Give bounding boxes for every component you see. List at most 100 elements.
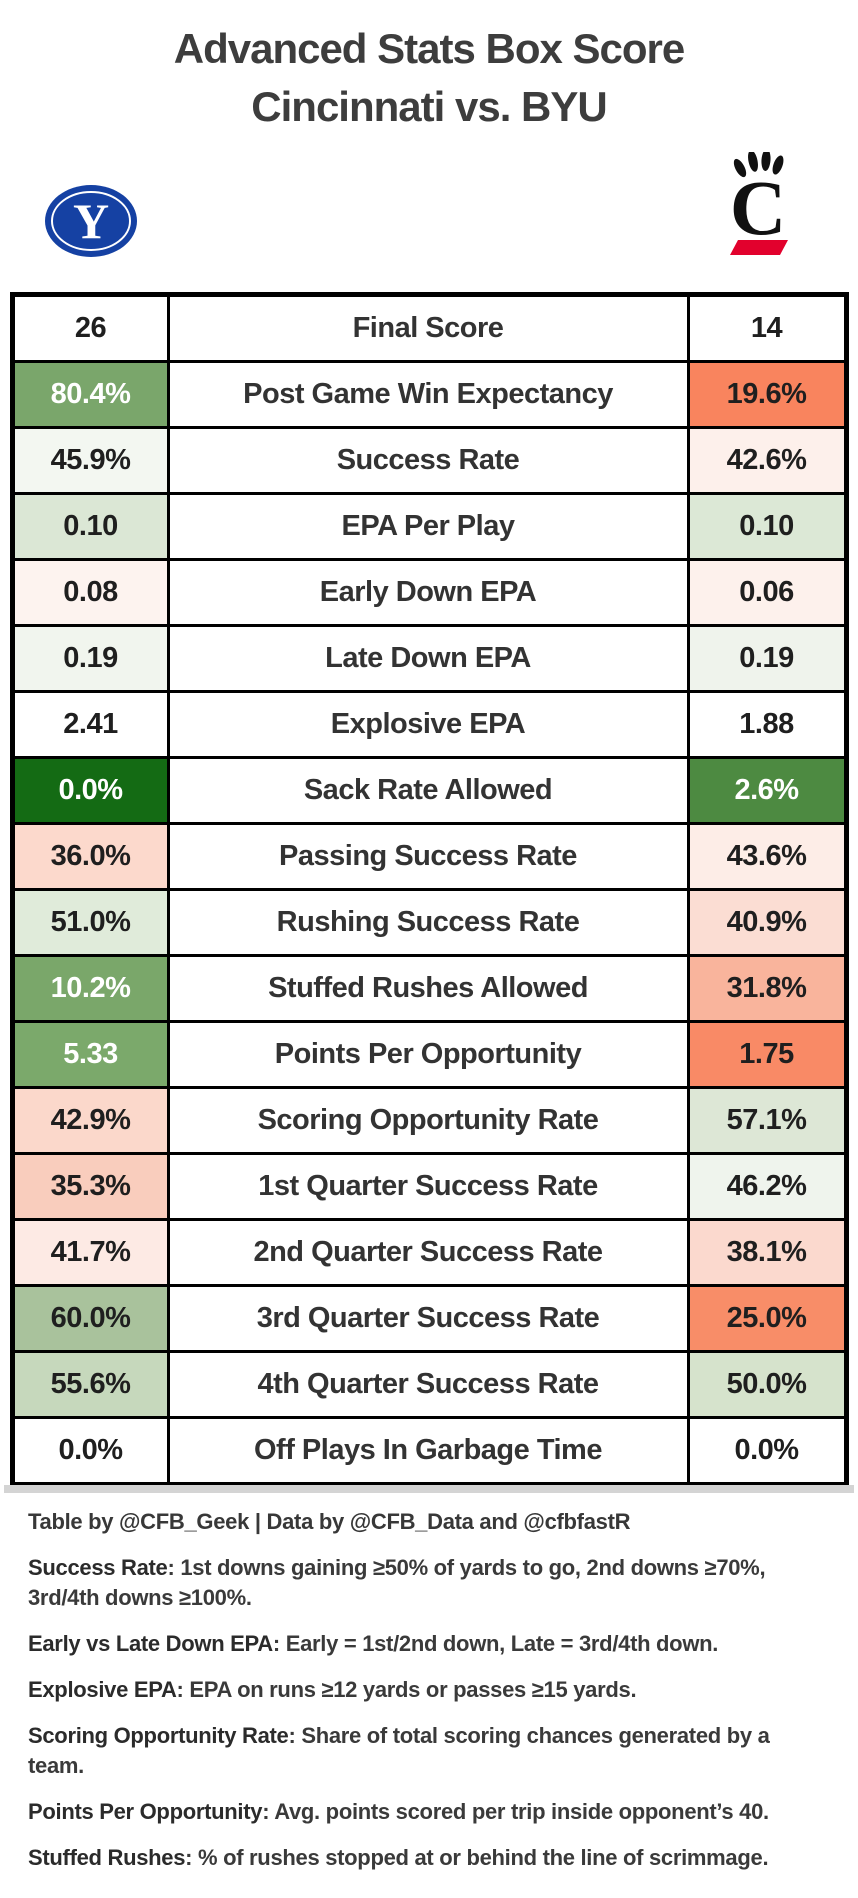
table-footer-divider — [4, 1485, 854, 1493]
byu-value-cell: 80.4% — [10, 360, 170, 429]
title-line-1: Advanced Stats Box Score — [173, 25, 686, 72]
table-row: 10.2% Stuffed Rushes Allowed 31.8% — [10, 954, 848, 1023]
table-row: 5.33 Points Per Opportunity 1.75 — [10, 1020, 848, 1089]
byu-value-cell: 0.0% — [10, 1416, 170, 1485]
stat-label-cell: 4th Quarter Success Rate — [166, 1350, 690, 1419]
footer: Table by @CFB_Geek | Data by @CFB_Data a… — [28, 1507, 828, 1873]
footnote-definition: : Share of total scoring chances generat… — [28, 1723, 770, 1778]
footnote-definition: : Early = 1st/2nd down, Late = 3rd/4th d… — [272, 1631, 719, 1656]
team-logos-row: Y C — [0, 152, 858, 280]
stat-label-cell: Scoring Opportunity Rate — [166, 1086, 690, 1155]
stat-label-cell: Success Rate — [166, 426, 690, 495]
footnotes: Success Rate: 1st downs gaining ≥50% of … — [28, 1553, 828, 1873]
table-row: 36.0% Passing Success Rate 43.6% — [10, 822, 848, 891]
stat-label-cell: 3rd Quarter Success Rate — [166, 1284, 690, 1353]
cincinnati-value-cell: 50.0% — [686, 1350, 848, 1419]
table-row: 0.08 Early Down EPA 0.06 — [10, 558, 848, 627]
footnote-term: Success Rate — [28, 1555, 168, 1580]
stat-label-cell: 1st Quarter Success Rate — [166, 1152, 690, 1221]
stat-label-cell: Post Game Win Expectancy — [166, 360, 690, 429]
credit-line: Table by @CFB_Geek | Data by @CFB_Data a… — [28, 1509, 631, 1534]
footnote-definition: : Avg. points scored per trip inside opp… — [262, 1799, 769, 1824]
table-row: 0.0% Sack Rate Allowed 2.6% — [10, 756, 848, 825]
table-row: 60.0% 3rd Quarter Success Rate 25.0% — [10, 1284, 848, 1353]
footnote: Explosive EPA: EPA on runs ≥12 yards or … — [28, 1675, 828, 1705]
cincinnati-value-cell: 0.19 — [686, 624, 848, 693]
table-row: 2.41 Explosive EPA 1.88 — [10, 690, 848, 759]
byu-value-cell: 35.3% — [10, 1152, 170, 1221]
cincinnati-value-cell: 57.1% — [686, 1086, 848, 1155]
stat-label-cell: Sack Rate Allowed — [166, 756, 690, 825]
byu-value-cell: 60.0% — [10, 1284, 170, 1353]
footnote: Early vs Late Down EPA: Early = 1st/2nd … — [28, 1629, 828, 1659]
footnote-term: Early vs Late Down EPA — [28, 1631, 273, 1656]
stat-label-cell: Points Per Opportunity — [166, 1020, 690, 1089]
table-row: 42.9% Scoring Opportunity Rate 57.1% — [10, 1086, 848, 1155]
cincinnati-value-cell: 2.6% — [686, 756, 848, 825]
stat-label-cell: Late Down EPA — [166, 624, 690, 693]
byu-value-cell: 45.9% — [10, 426, 170, 495]
title-line-2: Cincinnati vs. BYU — [251, 83, 607, 130]
stat-label-cell: Stuffed Rushes Allowed — [166, 954, 690, 1023]
stat-label-cell: Off Plays In Garbage Time — [166, 1416, 690, 1485]
cincinnati-value-cell: 19.6% — [686, 360, 848, 429]
stat-label-cell: 2nd Quarter Success Rate — [166, 1218, 690, 1287]
byu-value-cell: 5.33 — [10, 1020, 170, 1089]
cincinnati-value-cell: 43.6% — [686, 822, 848, 891]
cincinnati-value-cell: 46.2% — [686, 1152, 848, 1221]
stat-label-cell: Early Down EPA — [166, 558, 690, 627]
cincinnati-c-claw-logo-icon: C — [730, 152, 788, 255]
footnote: Success Rate: 1st downs gaining ≥50% of … — [28, 1553, 828, 1613]
stat-label-cell: Passing Success Rate — [166, 822, 690, 891]
byu-value-cell: 0.0% — [10, 756, 170, 825]
table-row: 26 Final Score 14 — [10, 293, 848, 363]
byu-value-cell: 36.0% — [10, 822, 170, 891]
svg-text:Y: Y — [73, 193, 109, 249]
byu-value-cell: 26 — [10, 293, 170, 363]
cincinnati-value-cell: 40.9% — [686, 888, 848, 957]
footnote: Stuffed Rushes: % of rushes stopped at o… — [28, 1843, 828, 1873]
cincinnati-value-cell: 1.88 — [686, 690, 848, 759]
footnote: Points Per Opportunity: Avg. points scor… — [28, 1797, 828, 1827]
table-row: 0.19 Late Down EPA 0.19 — [10, 624, 848, 693]
stat-label-cell: Explosive EPA — [166, 690, 690, 759]
table-row: 0.0% Off Plays In Garbage Time 0.0% — [10, 1416, 848, 1485]
table-row: 55.6% 4th Quarter Success Rate 50.0% — [10, 1350, 848, 1419]
byu-value-cell: 41.7% — [10, 1218, 170, 1287]
advanced-stats-table: 26 Final Score 14 80.4% Post Game Win Expect… — [9, 292, 849, 1485]
table-row: 0.10 EPA Per Play 0.10 — [10, 492, 848, 561]
table-row: 41.7% 2nd Quarter Success Rate 38.1% — [10, 1218, 848, 1287]
footnote-term: Points Per Opportunity — [28, 1799, 263, 1824]
footnote-definition: : % of rushes stopped at or behind the l… — [185, 1845, 769, 1870]
byu-y-oval-logo-icon: Y — [45, 185, 137, 257]
cincinnati-value-cell: 0.06 — [686, 558, 848, 627]
table-row: 35.3% 1st Quarter Success Rate 46.2% — [10, 1152, 848, 1221]
byu-value-cell: 0.08 — [10, 558, 170, 627]
cincinnati-value-cell: 38.1% — [686, 1218, 848, 1287]
cincinnati-value-cell: 31.8% — [686, 954, 848, 1023]
stat-label-cell: Rushing Success Rate — [166, 888, 690, 957]
table-row: 80.4% Post Game Win Expectancy 19.6% — [10, 360, 848, 429]
cincinnati-value-cell: 0.10 — [686, 492, 848, 561]
cincinnati-value-cell: 1.75 — [686, 1020, 848, 1089]
footnote-term: Scoring Opportunity Rate — [28, 1723, 289, 1748]
footnote-term: Explosive EPA — [28, 1677, 177, 1702]
table-row: 45.9% Success Rate 42.6% — [10, 426, 848, 495]
stat-label-cell: EPA Per Play — [166, 492, 690, 561]
footnote-definition: : EPA on runs ≥12 yards or passes ≥15 ya… — [176, 1677, 637, 1702]
byu-value-cell: 42.9% — [10, 1086, 170, 1155]
cincinnati-value-cell: 14 — [686, 293, 848, 363]
svg-text:C: C — [730, 164, 786, 251]
stats-table-body: 26 Final Score 14 80.4% Post Game Win Expect… — [10, 293, 848, 1485]
footnote-definition: : 1st downs gaining ≥50% of yards to go,… — [28, 1555, 766, 1610]
cincinnati-value-cell: 25.0% — [686, 1284, 848, 1353]
page-title: Advanced Stats Box Score Cincinnati vs. … — [0, 0, 858, 136]
byu-value-cell: 0.19 — [10, 624, 170, 693]
byu-value-cell: 10.2% — [10, 954, 170, 1023]
stat-label-cell: Final Score — [166, 293, 690, 363]
byu-value-cell: 0.10 — [10, 492, 170, 561]
footnote: Scoring Opportunity Rate: Share of total… — [28, 1721, 828, 1781]
byu-value-cell: 51.0% — [10, 888, 170, 957]
byu-value-cell: 55.6% — [10, 1350, 170, 1419]
